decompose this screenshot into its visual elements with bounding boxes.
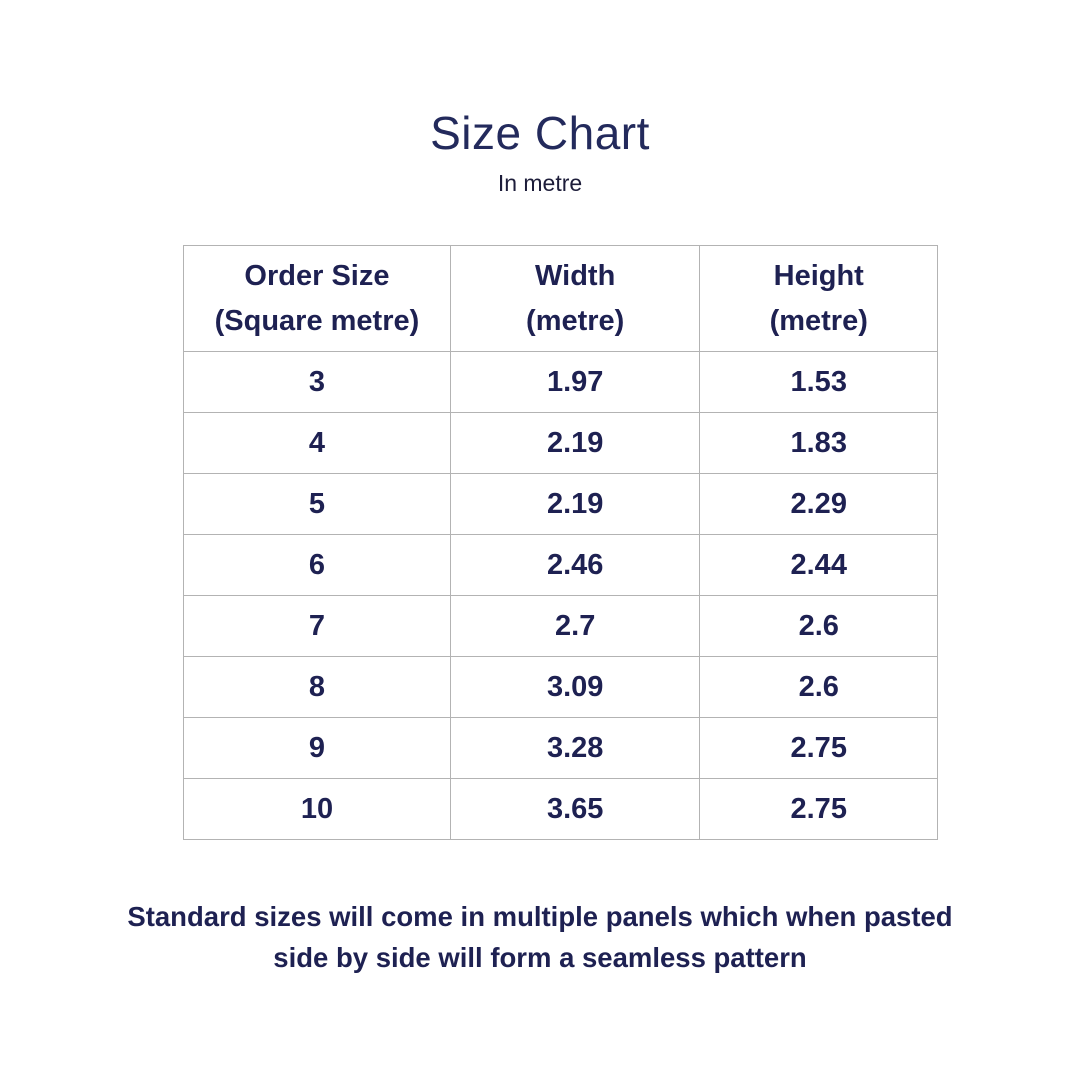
table-cell: 2.19 — [449, 412, 701, 474]
table-header-cell: Height (metre) — [699, 245, 938, 352]
table-cell: 2.46 — [449, 534, 701, 596]
table-cell: 9 — [183, 717, 451, 779]
table-cell: 3.09 — [449, 656, 701, 718]
table-cell: 2.75 — [699, 778, 938, 840]
size-table-body: 3 1.97 1.53 4 2.19 1.83 5 2.19 2.29 6 2.46 2.44 7 2.7… — [183, 351, 938, 840]
table-row: 9 3.28 2.75 — [183, 717, 938, 779]
table-row: 7 2.7 2.6 — [183, 595, 938, 657]
table-header-row: Order Size (Square metre) Width (metre) He… — [183, 245, 938, 352]
size-table-header: Order Size (Square metre) Width (metre) He… — [183, 245, 938, 352]
footer-note: Standard sizes will come in multiple pan… — [127, 901, 953, 974]
table-cell: 6 — [183, 534, 451, 596]
table-cell: 2.19 — [449, 473, 701, 535]
table-cell: 3.28 — [449, 717, 701, 779]
size-table: Order Size (Square metre) Width (metre) He… — [183, 245, 938, 840]
table-cell: 8 — [183, 656, 451, 718]
table-cell: 2.29 — [699, 473, 938, 535]
table-cell: 3.65 — [449, 778, 701, 840]
table-header-cell: Width (metre) — [449, 245, 701, 352]
table-cell: 1.97 — [449, 351, 701, 413]
table-cell: 7 — [183, 595, 451, 657]
table-cell: 1.53 — [699, 351, 938, 413]
table-cell: 2.75 — [699, 717, 938, 779]
table-row: 4 2.19 1.83 — [183, 412, 938, 474]
table-cell: 2.7 — [449, 595, 701, 657]
table-row: 10 3.65 2.75 — [183, 778, 938, 840]
table-cell: 1.83 — [699, 412, 938, 474]
table-cell: 2.44 — [699, 534, 938, 596]
table-cell: 2.6 — [699, 595, 938, 657]
table-row: 6 2.46 2.44 — [183, 534, 938, 596]
table-cell: 5 — [183, 473, 451, 535]
table-cell: 10 — [183, 778, 451, 840]
table-cell: 4 — [183, 412, 451, 474]
table-row: 8 3.09 2.6 — [183, 656, 938, 718]
table-row: 3 1.97 1.53 — [183, 351, 938, 413]
table-cell: 2.6 — [699, 656, 938, 718]
page-subtitle: In metre — [497, 170, 583, 196]
table-header-cell: Order Size (Square metre) — [183, 245, 451, 352]
page-title: Size Chart — [430, 107, 650, 159]
table-row: 5 2.19 2.29 — [183, 473, 938, 535]
table-cell: 3 — [183, 351, 451, 413]
